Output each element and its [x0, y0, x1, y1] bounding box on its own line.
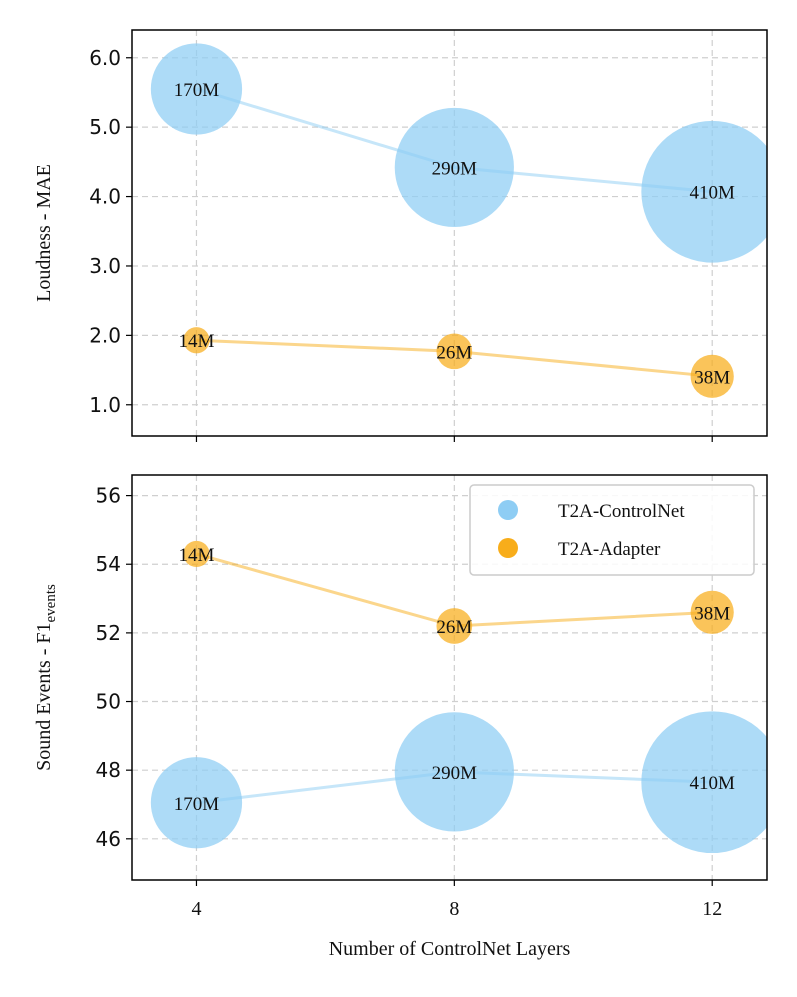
bubble-adapter	[690, 590, 734, 634]
y-axis-title-subscript: events	[43, 584, 59, 622]
y-tick-label: 52	[96, 621, 121, 645]
y-axis-title: Sound Events - F1events	[33, 584, 59, 771]
bubble-controlnet	[150, 43, 243, 135]
legend-label: T2A-Adapter	[558, 539, 661, 560]
bubble-label-adapter: 26M	[436, 617, 472, 638]
y-tick-label: 1.0	[89, 393, 121, 417]
y-tick-label: 6.0	[89, 46, 121, 70]
bubble-label-adapter: 14M	[179, 331, 215, 352]
axes-frame	[131, 474, 768, 881]
bubble-adapter	[183, 327, 210, 354]
legend: T2A-ControlNet T2A-Adapter	[469, 484, 755, 576]
y-tick-label: 50	[96, 690, 121, 714]
bubble-adapter	[436, 333, 473, 370]
y-tick-label: 46	[96, 827, 121, 851]
y-tick-label: 3.0	[89, 254, 121, 278]
bubble-adapter	[690, 354, 734, 398]
bubble-controlnet	[150, 757, 243, 849]
legend-label: T2A-ControlNet	[558, 501, 685, 522]
legend-marker	[498, 538, 518, 558]
y-tick-label: 5.0	[89, 115, 121, 139]
bubble-label-controlnet: 170M	[174, 80, 220, 101]
bubble-label-controlnet: 290M	[432, 763, 478, 784]
axes-frame	[131, 29, 768, 437]
y-tick-label: 56	[96, 484, 121, 508]
y-tick-label: 4.0	[89, 185, 121, 209]
plot-area: 170M 290M 410M 14M 26M 38M	[150, 43, 767, 398]
y-tick-label: 54	[96, 552, 121, 576]
x-tick-label: 8	[449, 898, 459, 920]
x-tick-label: 4	[191, 898, 201, 920]
bubble-label-controlnet: 410M	[689, 773, 735, 794]
legend-box	[469, 484, 755, 576]
bubble-controlnet	[394, 107, 514, 228]
y-tick-label: 2.0	[89, 323, 121, 347]
legend-marker	[498, 500, 518, 520]
bubble-label-adapter: 38M	[694, 603, 730, 624]
bubble-adapter	[183, 540, 210, 568]
bubble-label-controlnet: 410M	[689, 183, 735, 204]
bubble-label-controlnet: 170M	[174, 794, 220, 815]
bubble-label-adapter: 14M	[179, 545, 215, 566]
x-axis-title: Number of ControlNet Layers	[329, 938, 571, 960]
y-tick-label: 48	[96, 758, 121, 782]
plot-area: 170M 290M 410M 14M 26M 38M	[150, 540, 767, 854]
bubble-controlnet	[394, 712, 514, 832]
panel-2: 170M 290M 410M 14M 26M 38M 46 48 50 52 54 56 Sound E…	[33, 474, 768, 886]
panel-1: 170M 290M 410M 14M 26M 38M 1.0 2.0 3.0 4.0 5.0 6.0 L…	[33, 29, 768, 442]
y-axis-title: Loudness - MAE	[33, 164, 55, 302]
bubble-label-adapter: 26M	[436, 342, 472, 363]
bubble-controlnet	[641, 120, 767, 263]
x-tick-label: 12	[702, 898, 722, 920]
bubble-label-adapter: 38M	[694, 367, 730, 388]
bubble-label-controlnet: 290M	[432, 158, 478, 179]
bubble-controlnet	[641, 711, 767, 854]
bubble-adapter	[436, 608, 473, 644]
